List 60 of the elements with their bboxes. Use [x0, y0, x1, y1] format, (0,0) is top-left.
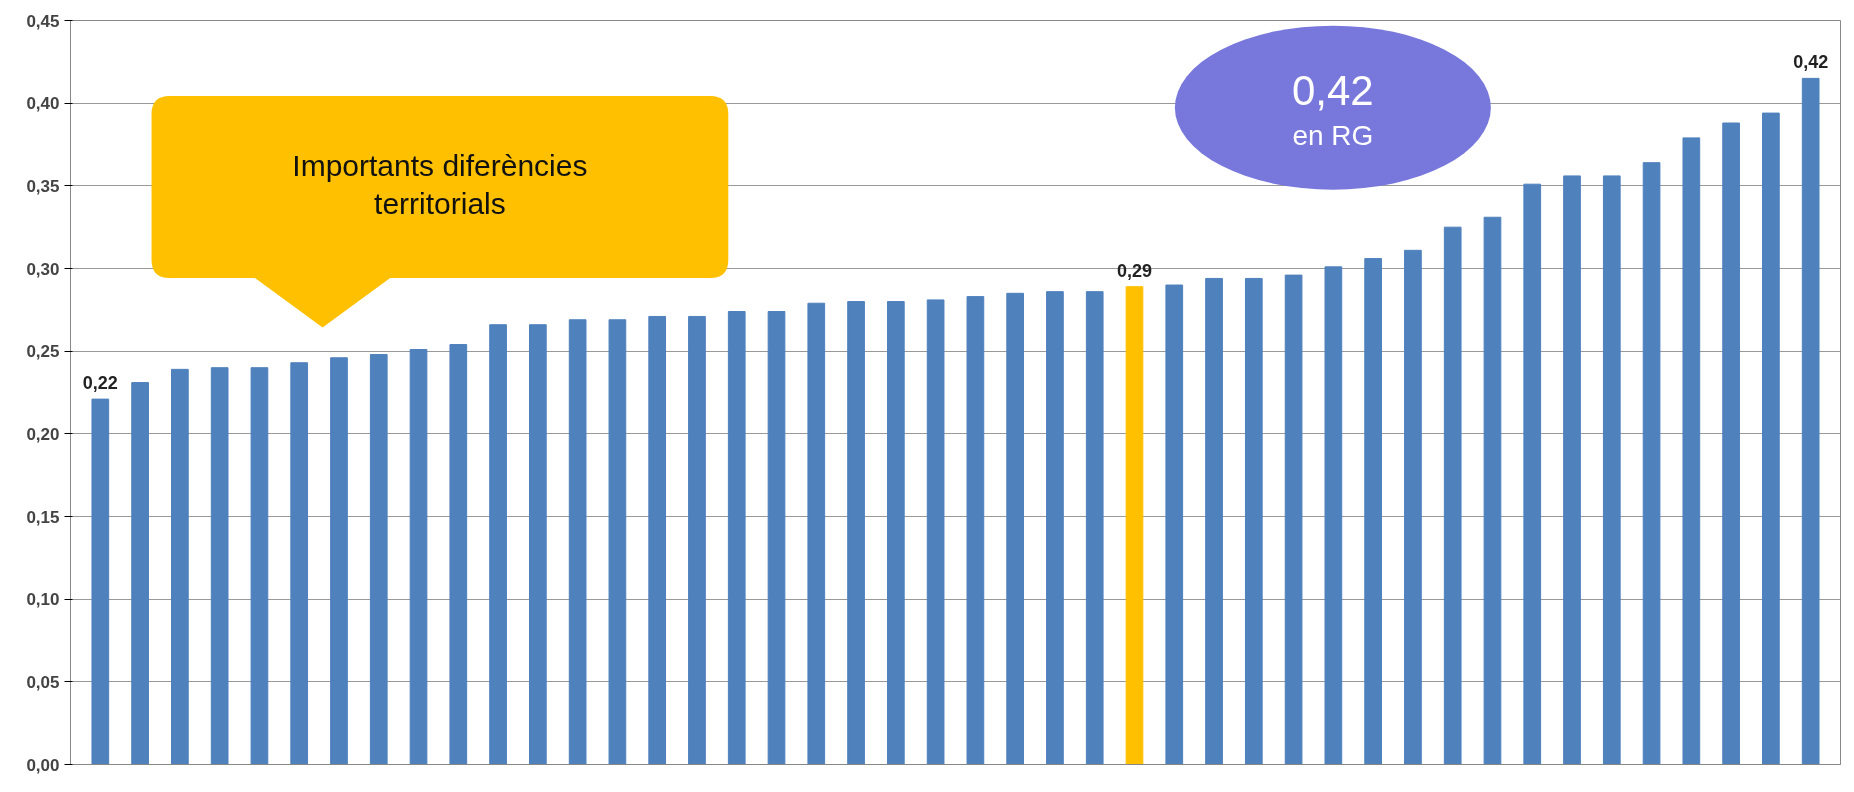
bar — [1125, 286, 1144, 765]
bar — [1602, 175, 1621, 765]
bar — [1085, 291, 1104, 765]
bar — [1284, 274, 1303, 765]
bar — [1006, 292, 1025, 765]
bar — [1801, 77, 1820, 765]
bar — [250, 367, 269, 765]
bar — [807, 302, 826, 765]
bar — [966, 296, 985, 765]
bar — [1165, 284, 1184, 765]
y-tick-label: 0,05 — [26, 672, 60, 692]
bar — [608, 319, 627, 765]
data-label: 0,42 — [1793, 52, 1829, 73]
bar — [688, 315, 706, 765]
bar — [210, 367, 229, 765]
bar — [1563, 175, 1581, 765]
y-tick-label: 0,35 — [26, 176, 60, 196]
bar — [1642, 162, 1661, 765]
annotation: en RG — [1292, 120, 1374, 152]
bar — [568, 319, 587, 765]
bar — [369, 353, 388, 765]
annotation: Importants diferències territorials — [292, 148, 588, 220]
annotation: 0,42 — [1291, 66, 1374, 114]
bar — [1443, 226, 1462, 765]
bar — [290, 362, 309, 765]
y-tick-label: 0,30 — [26, 259, 60, 279]
y-tick-label: 0,00 — [26, 755, 60, 775]
bar — [1682, 137, 1701, 765]
y-tick-label: 0,25 — [26, 342, 60, 362]
bar — [767, 310, 786, 765]
y-tick-label: 0,10 — [26, 590, 60, 610]
bar — [171, 368, 189, 765]
bar — [91, 398, 110, 765]
bar — [529, 324, 547, 765]
bar — [1762, 112, 1780, 765]
bar — [489, 324, 507, 765]
bar — [1205, 277, 1223, 765]
bar — [926, 299, 945, 765]
bar — [727, 310, 746, 765]
bar — [409, 349, 428, 765]
bar — [648, 315, 667, 765]
bar — [1722, 122, 1740, 765]
bar — [1046, 291, 1064, 765]
bar — [131, 382, 149, 765]
bar — [1523, 183, 1542, 765]
bar — [1364, 258, 1382, 765]
bar — [847, 301, 865, 765]
bar — [1244, 277, 1263, 765]
bar — [1324, 266, 1343, 765]
y-tick-label: 0,45 — [26, 11, 60, 31]
y-tick-label: 0,15 — [26, 507, 60, 527]
data-label: 0,29 — [1116, 260, 1153, 281]
bar — [1483, 216, 1502, 765]
data-label: 0,22 — [82, 373, 118, 394]
bar — [1404, 249, 1422, 765]
y-tick-label: 0,40 — [26, 94, 60, 114]
bar — [449, 344, 468, 765]
bar — [330, 357, 348, 765]
y-tick-label: 0,20 — [26, 424, 60, 444]
bar — [886, 301, 905, 765]
